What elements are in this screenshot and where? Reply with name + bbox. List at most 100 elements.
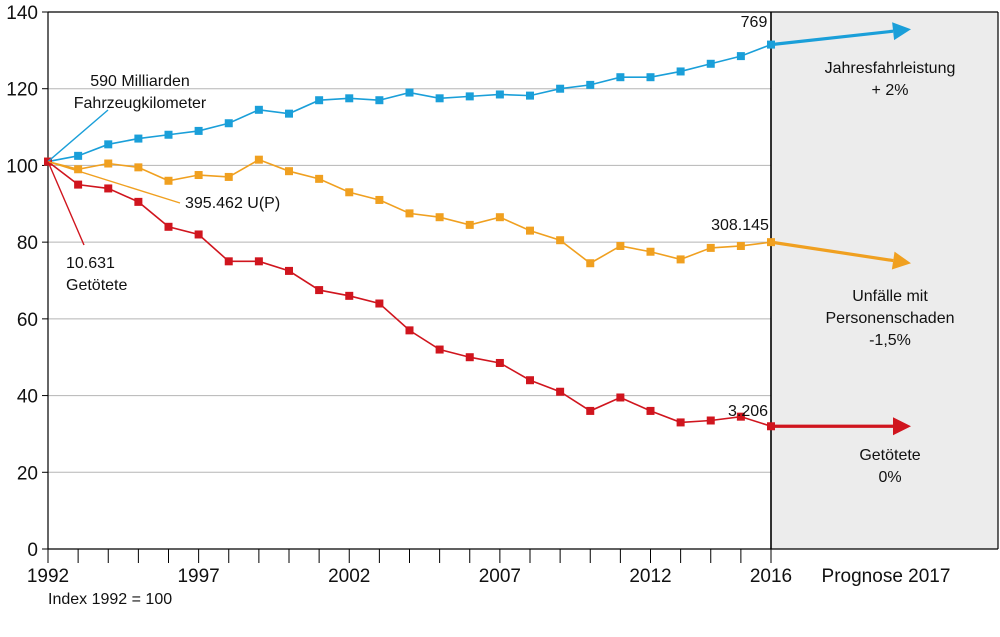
arrow-shaft [770,240,894,263]
data-point [74,151,83,160]
data-point [104,184,113,193]
series-red [44,157,775,431]
forecast-arrow-orange [770,240,911,270]
data-point [706,59,715,68]
data-point [495,358,504,367]
forecast-label-orange: Personenschaden [826,310,955,327]
data-point [556,387,565,396]
series-group [44,40,775,431]
y-tick-label: 100 [6,156,38,177]
data-point [616,241,625,250]
axes [42,11,999,563]
y-tick-label: 60 [17,310,38,331]
data-point [736,52,745,61]
data-point [706,416,715,425]
data-point [405,326,414,335]
data-point [74,180,83,189]
y-tick-label: 80 [17,233,38,254]
arrow-head [893,417,911,436]
y-tick-label: 20 [17,463,38,484]
data-point [676,418,685,427]
data-point [315,174,324,183]
data-point [164,222,173,231]
data-point [104,159,113,168]
data-point [224,119,233,128]
x-tick-label: 2016 [750,566,792,587]
x-tick-label: 1992 [27,566,69,587]
data-point [616,73,625,82]
x-tick-label: 1997 [177,566,219,587]
data-point [586,406,595,415]
data-point [646,247,655,256]
data-point [556,236,565,245]
data-point [375,299,384,308]
data-point [736,241,745,250]
y-tick-label: 140 [6,3,38,24]
data-point [104,140,113,149]
forecast-axis-label: Prognose 2017 [822,566,951,587]
arrow-shaft [770,29,894,47]
arrow-head [891,251,911,270]
y-tick-label: 120 [6,80,38,101]
y-tick-label: 0 [27,540,38,561]
forecast-label-blue: Jahresfahrleistung [825,60,956,77]
data-point [556,84,565,93]
data-point [586,259,595,268]
data-point [405,88,414,97]
data-point [285,167,293,176]
data-point [224,257,233,266]
start-label-red: 10.631 [66,255,115,272]
data-point [134,134,143,143]
forecast-region [771,12,998,549]
data-point [435,345,444,354]
forecast-label-red: 0% [878,469,901,486]
data-point [405,209,414,218]
data-point [526,226,534,235]
data-point [194,171,203,180]
forecast-arrow-blue [770,22,911,47]
data-point [134,197,143,206]
data-point [164,130,173,139]
data-point [315,286,324,295]
data-point [586,80,595,89]
y-tick-label: 40 [17,387,38,408]
series-orange [44,155,775,268]
index-note: Index 1992 = 100 [48,591,172,608]
forecast-label-orange: Unfälle mit [852,288,928,305]
leader-orange [47,160,181,204]
data-point [465,92,474,101]
data-point [134,163,143,172]
y-tick-labels: 0 20 40 60 80 100 120 140 [6,3,38,561]
start-label-blue: 590 Milliarden [90,73,190,90]
data-point [465,220,474,229]
data-point [706,243,715,252]
data-point [526,376,534,385]
data-point [676,67,685,76]
data-point [646,406,655,415]
data-point [465,353,474,362]
data-point [315,96,324,105]
end-label-orange: 308.145 [711,217,769,234]
data-point [74,165,83,174]
x-tick-label: 2007 [479,566,521,587]
x-tick-label: 2002 [328,566,370,587]
data-point [194,230,203,239]
end-label-blue: 769 [741,14,768,31]
forecast-label-red: Getötete [859,447,920,464]
data-point [285,109,293,118]
data-point [495,90,504,99]
data-point [375,195,384,204]
data-point [194,126,203,135]
x-tick-label: 2012 [629,566,671,587]
data-point [164,176,173,185]
data-point [285,266,293,275]
data-point [254,105,263,114]
data-point [345,94,354,103]
data-point [646,73,655,82]
data-point [435,213,444,222]
data-point [676,255,685,264]
data-point [224,172,233,181]
forecast-label-orange: -1,5% [869,332,911,349]
start-label-blue: Fahrzeugkilometer [74,95,207,112]
